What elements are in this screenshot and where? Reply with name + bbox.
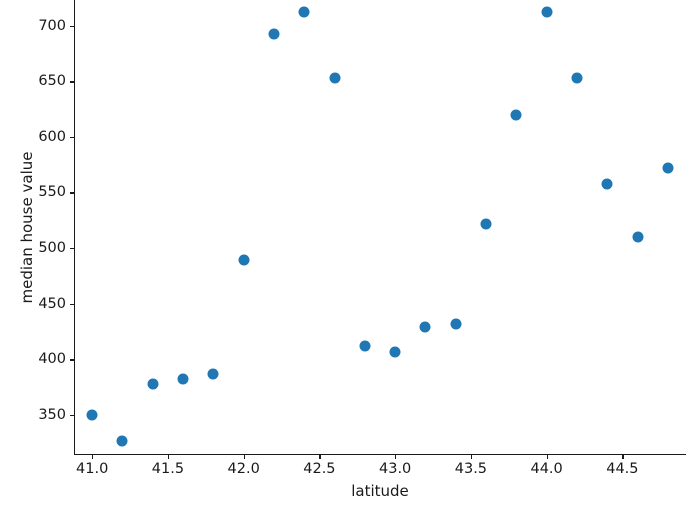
scatter-point bbox=[571, 72, 583, 84]
scatter-point bbox=[359, 340, 371, 352]
y-tick-label: 700 bbox=[38, 17, 66, 34]
x-tick-label: 42.0 bbox=[227, 461, 260, 477]
x-tick-mark bbox=[167, 455, 170, 459]
x-axis-label: latitude bbox=[351, 482, 409, 500]
scatter-point bbox=[601, 178, 613, 190]
x-tick-mark bbox=[319, 455, 321, 459]
y-tick-mark bbox=[70, 303, 74, 305]
x-tick-mark bbox=[243, 455, 245, 459]
scatter-point bbox=[510, 109, 522, 121]
y-tick-label: 550 bbox=[38, 184, 66, 201]
x-tick-label: 42.5 bbox=[303, 461, 336, 477]
y-tick-label: 500 bbox=[38, 239, 66, 256]
x-tick-mark bbox=[546, 455, 548, 459]
scatter-point bbox=[268, 28, 280, 40]
scatter-point bbox=[177, 373, 189, 385]
scatter-point bbox=[116, 435, 128, 447]
y-axis-label: median house value bbox=[18, 151, 36, 304]
scatter-point bbox=[389, 346, 401, 358]
x-tick-mark bbox=[622, 455, 624, 459]
x-tick-label: 41.0 bbox=[76, 461, 109, 477]
y-tick-label: 600 bbox=[38, 128, 66, 145]
x-tick-mark bbox=[395, 455, 397, 459]
x-tick-label: 43.5 bbox=[454, 461, 488, 477]
scatter-point bbox=[662, 162, 674, 174]
y-tick-mark bbox=[70, 136, 74, 139]
y-tick-label: 400 bbox=[38, 351, 66, 368]
plot-axes-area bbox=[70, 0, 686, 459]
scatter-point bbox=[632, 231, 644, 243]
y-tick-label: 650 bbox=[38, 72, 66, 89]
scatter-point bbox=[86, 409, 98, 421]
scatter-point bbox=[450, 318, 462, 330]
y-tick-mark bbox=[70, 359, 74, 361]
scatter-point bbox=[480, 218, 492, 230]
y-tick-mark bbox=[70, 25, 74, 27]
scatter-point bbox=[541, 6, 553, 18]
x-tick-mark bbox=[470, 455, 473, 459]
x-tick-label: 44.5 bbox=[606, 461, 639, 477]
y-tick-mark bbox=[70, 248, 74, 250]
y-tick-label: 450 bbox=[38, 295, 66, 312]
scatter-point bbox=[298, 6, 310, 18]
scatter-point bbox=[419, 321, 431, 333]
y-axis-spine bbox=[74, 0, 76, 455]
y-tick-label: 350 bbox=[38, 406, 66, 423]
x-tick-label: 43.0 bbox=[378, 461, 412, 477]
scatter-point bbox=[147, 378, 159, 390]
scatter-point bbox=[329, 72, 341, 84]
x-tick-label: 44.0 bbox=[530, 461, 563, 477]
x-tick-label: 41.5 bbox=[151, 461, 185, 477]
y-tick-mark bbox=[70, 81, 74, 83]
scatter-point bbox=[207, 368, 219, 380]
y-tick-mark bbox=[70, 414, 74, 417]
x-axis-spine bbox=[74, 454, 686, 456]
y-tick-mark bbox=[70, 192, 74, 194]
scatter-point bbox=[238, 254, 250, 266]
x-tick-mark bbox=[92, 455, 94, 459]
y-axis-tick-labels: 350 400 450 500 550 600 650 700 bbox=[0, 0, 66, 455]
